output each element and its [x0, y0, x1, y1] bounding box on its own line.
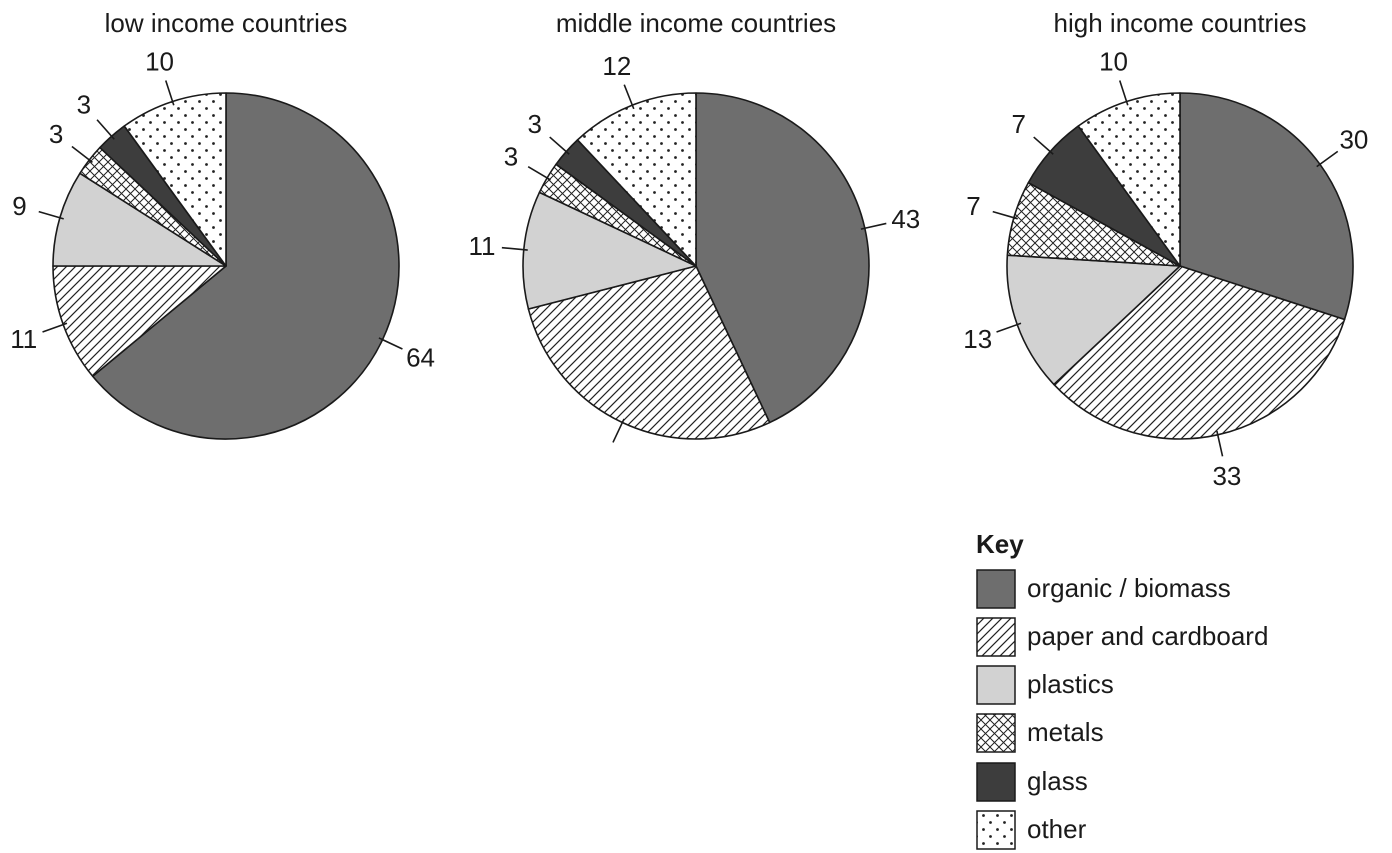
- slice-value-label: 10: [145, 47, 174, 77]
- legend-label: plastics: [1027, 669, 1114, 699]
- leader-line: [71, 145, 93, 164]
- leader-line: [501, 246, 528, 251]
- leader-line: [164, 80, 175, 106]
- legend-label: metals: [1027, 717, 1104, 747]
- legend-label: paper and cardboard: [1027, 621, 1268, 651]
- slice-value-label: 7: [1011, 109, 1025, 139]
- leader-line: [996, 322, 1022, 333]
- leader-line: [378, 337, 403, 350]
- solid-grey-swatch-icon: [976, 569, 1016, 609]
- legend-heading: Key: [976, 529, 1024, 559]
- slice-value-label: 3: [49, 119, 63, 149]
- pie-title: high income countries: [1054, 8, 1307, 38]
- legend-item-paper: paper and cardboard: [976, 617, 1268, 657]
- leader-line: [1216, 430, 1224, 457]
- pie-slices: [52, 92, 400, 440]
- slice-value-label: 10: [1099, 47, 1128, 77]
- leader-line: [527, 166, 551, 181]
- legend: Key organic / biomass paper and cardboar…: [976, 529, 1268, 850]
- pie-labels: 43 11 33 12: [468, 51, 920, 443]
- slice-value-label: 11: [10, 324, 37, 354]
- pie-slices: [522, 92, 870, 440]
- slice-value-label: 33: [1212, 461, 1241, 491]
- legend-label: organic / biomass: [1027, 573, 1231, 603]
- leader-line: [612, 418, 625, 443]
- slice-value-label: 3: [504, 142, 518, 172]
- pie-slices: [1006, 92, 1354, 440]
- leader-line: [992, 210, 1018, 220]
- leader-line: [549, 136, 570, 155]
- dotted-swatch-icon: [976, 810, 1016, 850]
- pie-title: low income countries: [105, 8, 348, 38]
- crosshatch-swatch-icon: [976, 713, 1016, 753]
- slice-value-label: 30: [1339, 125, 1368, 155]
- legend-item-other: other: [976, 810, 1087, 850]
- leader-line: [623, 84, 635, 110]
- legend-item-glass: glass: [976, 762, 1088, 802]
- legend-item-organic: organic / biomass: [976, 569, 1231, 609]
- pie-labels: 64 11 9 33 10: [10, 47, 435, 373]
- leader-line: [860, 222, 887, 230]
- leader-line: [42, 322, 68, 333]
- hatched-swatch-icon: [976, 617, 1016, 657]
- legend-item-metals: metals: [976, 713, 1104, 753]
- pie-low-income: low income countries 64 11 9 33 10: [10, 8, 435, 440]
- slice-value-label: 3: [77, 90, 91, 120]
- leader-line: [1118, 80, 1129, 106]
- pie-labels: 30 33 13 7 7 10: [963, 47, 1368, 491]
- leader-line: [1033, 136, 1054, 155]
- pie-middle-income: middle income countries 43 11 33 12: [468, 8, 920, 443]
- slice-value-label: 12: [602, 51, 631, 81]
- slice-value-label: 13: [963, 324, 992, 354]
- slice-value-label: 9: [12, 191, 26, 221]
- legend-label: glass: [1027, 766, 1088, 796]
- slice-value-label: 43: [891, 204, 920, 234]
- leader-line: [38, 210, 64, 220]
- slice-value-label: 11: [468, 231, 495, 261]
- leader-line: [96, 119, 115, 140]
- legend-label: other: [1027, 814, 1087, 844]
- slice-value-label: 7: [966, 191, 980, 221]
- dark-swatch-icon: [976, 762, 1016, 802]
- pie-high-income: high income countries 30 33 13 7 7 10: [963, 8, 1368, 491]
- light-grey-swatch-icon: [976, 665, 1016, 705]
- legend-item-plastics: plastics: [976, 665, 1114, 705]
- pie-title: middle income countries: [556, 8, 836, 38]
- slice-value-label: 64: [406, 343, 435, 373]
- slice-value-label: 3: [527, 109, 541, 139]
- leader-line: [1316, 150, 1339, 168]
